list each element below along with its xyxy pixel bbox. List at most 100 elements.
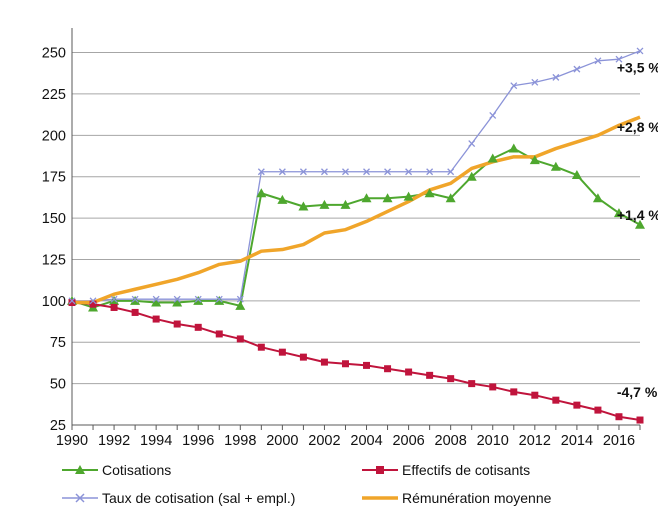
point-taux (152, 295, 160, 303)
point-cotisations (382, 193, 393, 203)
y-tick-label: 25 (50, 418, 66, 434)
legend-label-cotisations: Cotisations (102, 462, 172, 478)
point-effectifs (257, 343, 265, 351)
point-effectifs (615, 413, 623, 421)
y-tick-label: 250 (42, 46, 66, 62)
point-effectifs (447, 375, 455, 383)
x-tick-label: 2010 (477, 433, 509, 449)
y-tick-label: 150 (42, 211, 66, 227)
point-taux (257, 168, 265, 176)
legend-swatch-taux (62, 493, 98, 503)
point-taux (531, 78, 539, 86)
point-effectifs (110, 303, 118, 311)
point-taux (552, 73, 560, 81)
point-taux (278, 168, 286, 176)
x-tick-label: 2000 (266, 433, 298, 449)
point-taux (426, 168, 434, 176)
point-effectifs (341, 360, 349, 368)
x-tick-label: 1998 (224, 433, 256, 449)
point-cotisations (424, 188, 435, 198)
x-tick-label: 2006 (392, 433, 424, 449)
point-effectifs (299, 353, 307, 361)
series-line-cotisations (71, 147, 641, 309)
tick-labels: 25 50 75 100 125 150 175 200 225 250 1990 1992 1994 1… (42, 46, 635, 449)
point-taux (510, 82, 518, 90)
point-effectifs (215, 330, 223, 338)
point-taux (489, 111, 497, 119)
line-chart: 25 50 75 100 125 150 175 200 225 250 1990 1992 1994 1… (42, 28, 658, 449)
point-taux (299, 168, 307, 176)
point-cotisations (298, 201, 309, 211)
point-effectifs (68, 299, 76, 307)
point-taux (89, 297, 97, 305)
point-cotisations (487, 153, 498, 163)
point-effectifs (194, 323, 202, 331)
point-taux (447, 168, 455, 176)
point-taux (110, 295, 118, 303)
point-effectifs (152, 315, 160, 323)
y-tick-label: 75 (50, 335, 66, 351)
legend-swatch-cotisations (62, 465, 98, 474)
point-taux (363, 168, 370, 176)
annotation-label: +2,8 % (617, 119, 658, 135)
annotation-label: +3,5 % (617, 59, 658, 75)
legend-item-remuneration: Rémunération moyenne (360, 488, 551, 508)
legend-label-taux: Taux de cotisation (sal + empl.) (102, 490, 296, 506)
annotations: +3,5 % +2,8 % +1,4 % -4,7 % (617, 59, 658, 399)
point-cotisations (151, 297, 162, 307)
point-taux (320, 168, 328, 176)
point-effectifs (594, 406, 602, 414)
point-taux (68, 297, 76, 305)
point-taux (573, 65, 581, 73)
point-taux (173, 295, 181, 303)
gridlines (72, 52, 640, 426)
point-taux (131, 295, 139, 303)
point-cotisations (319, 199, 330, 209)
point-taux (342, 168, 349, 176)
x-tick-label: 2014 (561, 433, 593, 449)
series-markers (67, 47, 645, 424)
point-effectifs (468, 380, 476, 388)
point-cotisations (361, 193, 372, 203)
legend-swatch-effectifs (362, 466, 398, 474)
point-effectifs (131, 308, 139, 316)
annotation-label: -4,7 % (617, 384, 658, 400)
legend-label-remuneration: Rémunération moyenne (402, 490, 552, 506)
legend-item-taux: Taux de cotisation (sal + empl.) (60, 488, 295, 508)
point-cotisations (277, 194, 288, 204)
point-cotisations (340, 199, 351, 209)
point-taux (636, 47, 644, 55)
x-tick-label: 1994 (140, 433, 172, 449)
point-taux (215, 295, 223, 303)
point-effectifs (278, 348, 286, 356)
point-cotisations (529, 155, 540, 165)
series-line-effectifs (71, 301, 641, 422)
point-taux (615, 55, 623, 63)
axes (71, 28, 641, 430)
point-cotisations (445, 193, 456, 203)
point-effectifs (384, 365, 392, 373)
y-tick-label: 125 (42, 252, 66, 268)
x-tick-label: 1990 (56, 433, 88, 449)
series-line-remuneration (72, 115, 641, 305)
point-effectifs (405, 368, 413, 376)
x-tick-label: 2012 (519, 433, 551, 449)
legend-swatch-remuneration (362, 496, 398, 500)
point-cotisations (613, 208, 624, 218)
legend-item-cotisations: Cotisations (60, 460, 171, 480)
point-effectifs (173, 320, 181, 328)
y-tick-label: 200 (42, 128, 66, 144)
point-cotisations (508, 143, 519, 153)
point-effectifs (320, 358, 328, 366)
x-tick-label: 2016 (603, 433, 635, 449)
point-cotisations (571, 170, 582, 180)
point-cotisations (403, 191, 414, 201)
point-effectifs (531, 391, 539, 399)
y-tick-label: 175 (42, 170, 66, 186)
x-tick-label: 2008 (435, 433, 467, 449)
point-effectifs (89, 300, 97, 308)
legend-item-effectifs: Effectifs de cotisants (360, 460, 530, 480)
legend-label-effectifs: Effectifs de cotisants (402, 462, 531, 478)
legend: Cotisations Effectifs de cotisants Taux … (60, 456, 620, 512)
point-cotisations (172, 297, 183, 307)
